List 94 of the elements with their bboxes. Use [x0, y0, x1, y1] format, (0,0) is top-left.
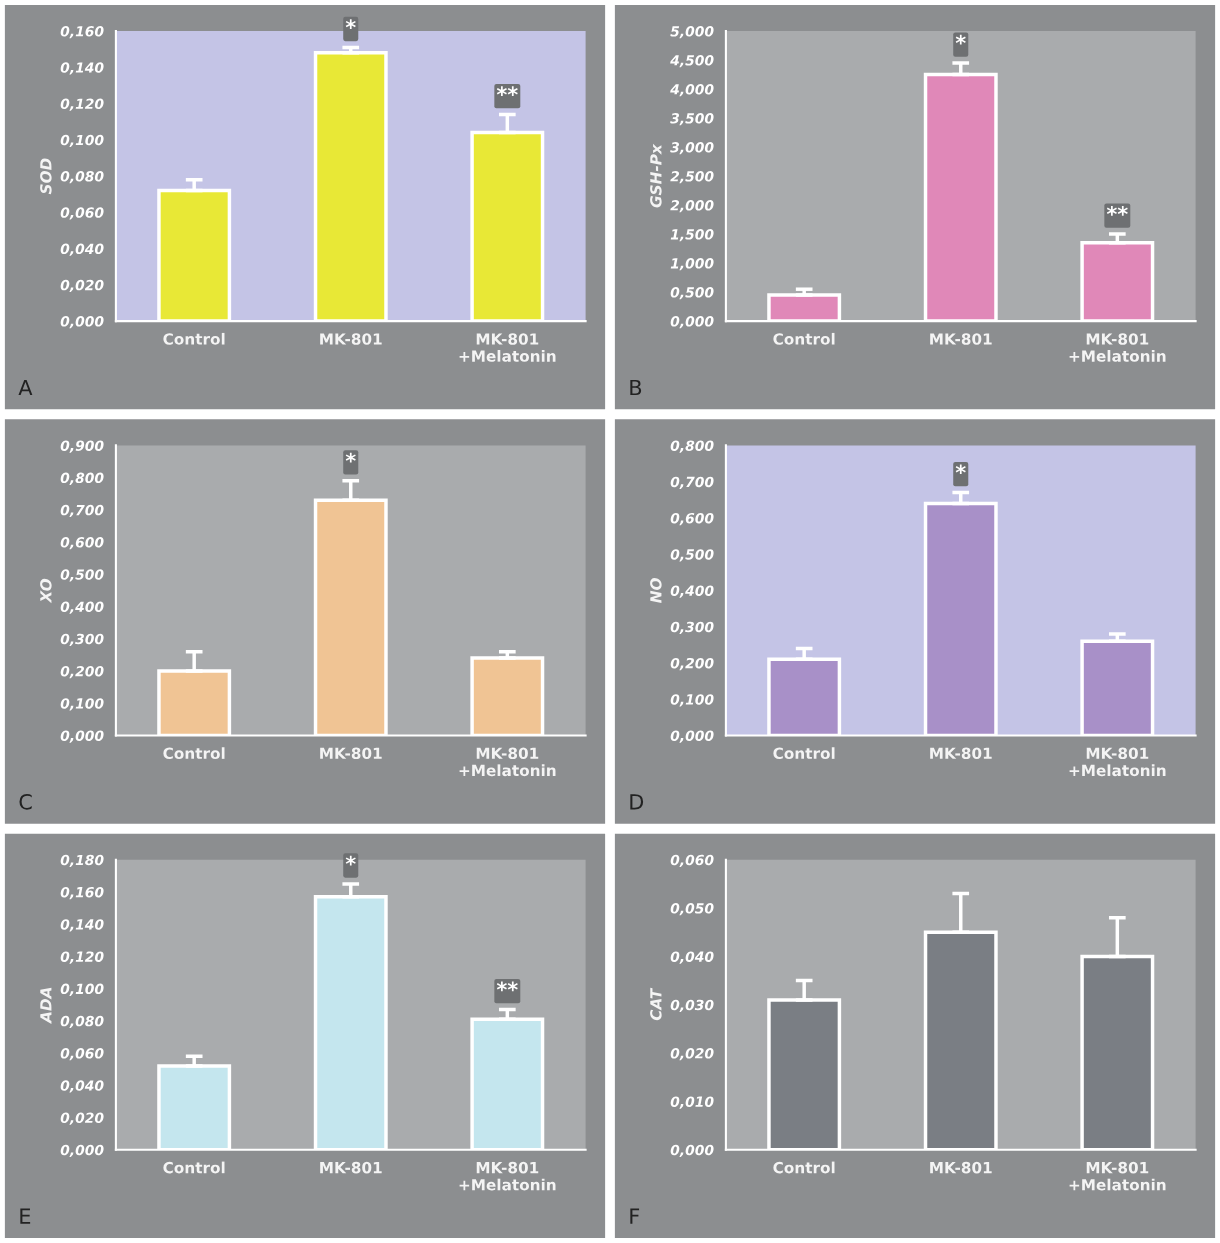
x-tick-label: MK-801: [320, 747, 382, 760]
y-tick-label: 3,500: [670, 113, 714, 126]
text: F: [630, 1208, 640, 1224]
y-tick-label: 0,060: [670, 854, 714, 867]
y-tick-label: 0,060: [60, 1048, 104, 1061]
x-tick-label: Control: [163, 747, 225, 760]
y-tick-label: 0,100: [60, 698, 104, 711]
x-tick-label: MK-801 +Melatonin: [1069, 333, 1166, 362]
y-tick-label: 0,000: [670, 316, 714, 329]
y-tick-label: 0,040: [60, 1080, 104, 1093]
y-tick-label: 0,120: [60, 951, 104, 964]
y-tick-label: 0,020: [60, 1112, 104, 1125]
x-tick-label: Control: [163, 332, 225, 345]
x-tick-label: MK-801 +Melatonin: [459, 1161, 556, 1191]
annotation: *: [345, 19, 356, 29]
y-axis-title: XO: [40, 578, 52, 604]
y-tick-label: 0,400: [60, 601, 104, 614]
annotation: *: [345, 452, 356, 463]
x-tick-label: Control: [773, 747, 835, 760]
text: A: [18, 379, 33, 396]
x-tick-label: MK-801: [320, 1161, 382, 1174]
y-tick-label: 0,200: [670, 657, 714, 671]
text: D: [630, 794, 644, 810]
y-tick-label: 0,080: [60, 1015, 104, 1029]
text: C: [19, 793, 32, 810]
y-tick-label: 0,060: [60, 207, 104, 220]
y-tick-label: 0,000: [60, 730, 104, 743]
text: B: [630, 379, 642, 396]
y-tick-label: 0,020: [60, 279, 104, 293]
y-axis-title: SOD: [40, 158, 52, 195]
y-axis-title: GSH-Px: [650, 143, 662, 208]
y-tick-label: 0,500: [670, 287, 714, 300]
y-tick-label: 0,600: [60, 537, 104, 550]
y-tick-label: 0,100: [60, 983, 104, 996]
x-tick-label: Control: [773, 332, 835, 345]
y-tick-label: 4,500: [670, 55, 714, 68]
y-tick-label: 4,000: [670, 84, 714, 97]
y-tick-label: 5,000: [670, 26, 714, 39]
x-tick-label: MK-801 +Melatonin: [1069, 747, 1166, 777]
x-tick-label: Control: [163, 1161, 225, 1174]
y-tick-label: 0,000: [60, 1144, 104, 1158]
y-tick-label: 1,500: [670, 229, 714, 242]
y-axis-title: ADA: [40, 987, 52, 1024]
annotation: *: [955, 464, 966, 475]
y-tick-label: 3,000: [670, 142, 714, 155]
y-tick-label: 1,000: [670, 258, 714, 271]
y-tick-label: 0,300: [670, 621, 714, 634]
y-tick-label: 0,200: [60, 665, 104, 679]
x-tick-label: MK-801 +Melatonin: [1069, 1161, 1166, 1191]
x-tick-label: MK-801: [930, 333, 992, 345]
y-tick-label: 0,000: [670, 730, 714, 743]
y-tick-label: 0,700: [60, 504, 104, 518]
y-tick-label: 0,020: [670, 1048, 714, 1061]
annotation: **: [496, 981, 518, 992]
y-tick-label: 0,800: [60, 472, 104, 485]
y-tick-label: 0,030: [670, 999, 714, 1013]
y-tick-label: 0,800: [670, 440, 714, 453]
x-tick-label: MK-801: [320, 333, 382, 345]
y-tick-label: 0,100: [60, 134, 104, 148]
y-tick-label: 0,300: [60, 633, 104, 647]
y-tick-label: 0,400: [670, 585, 714, 598]
annotation: *: [955, 34, 966, 45]
annotation: **: [1106, 205, 1128, 216]
y-tick-label: 0,700: [670, 476, 714, 489]
y-tick-label: 0,160: [60, 886, 104, 900]
y-tick-label: 0,160: [60, 26, 104, 39]
y-tick-label: 0,000: [670, 1144, 714, 1158]
annotation: **: [496, 86, 518, 97]
y-tick-label: 2,000: [670, 200, 714, 213]
y-axis-title: CAT: [650, 987, 662, 1021]
y-tick-label: 0,600: [670, 512, 714, 526]
text: E: [20, 1208, 31, 1224]
y-tick-label: 0,080: [60, 171, 104, 184]
y-tick-label: 0,100: [670, 694, 714, 707]
y-tick-label: 0,050: [670, 903, 714, 916]
y-tick-label: 0,500: [60, 569, 104, 582]
y-tick-label: 2,500: [670, 171, 714, 184]
y-tick-label: 0,900: [60, 440, 104, 453]
y-tick-label: 0,010: [670, 1096, 714, 1109]
y-tick-label: 0,040: [670, 951, 714, 964]
x-tick-label: MK-801 +Melatonin: [459, 333, 556, 362]
x-tick-label: MK-801 +Melatonin: [459, 747, 556, 777]
y-axis-title: NO: [650, 578, 662, 603]
y-tick-label: 0,000: [60, 316, 104, 329]
y-tick-label: 0,140: [60, 62, 104, 75]
y-tick-label: 0,120: [60, 98, 104, 111]
y-tick-label: 0,040: [60, 243, 104, 256]
x-tick-label: MK-801: [930, 1161, 992, 1174]
y-tick-label: 0,500: [670, 549, 714, 562]
x-tick-label: Control: [773, 1161, 835, 1174]
annotation: *: [345, 855, 356, 866]
y-tick-label: 0,140: [60, 919, 104, 932]
x-tick-label: MK-801: [930, 747, 992, 760]
y-tick-label: 0,180: [60, 854, 104, 867]
